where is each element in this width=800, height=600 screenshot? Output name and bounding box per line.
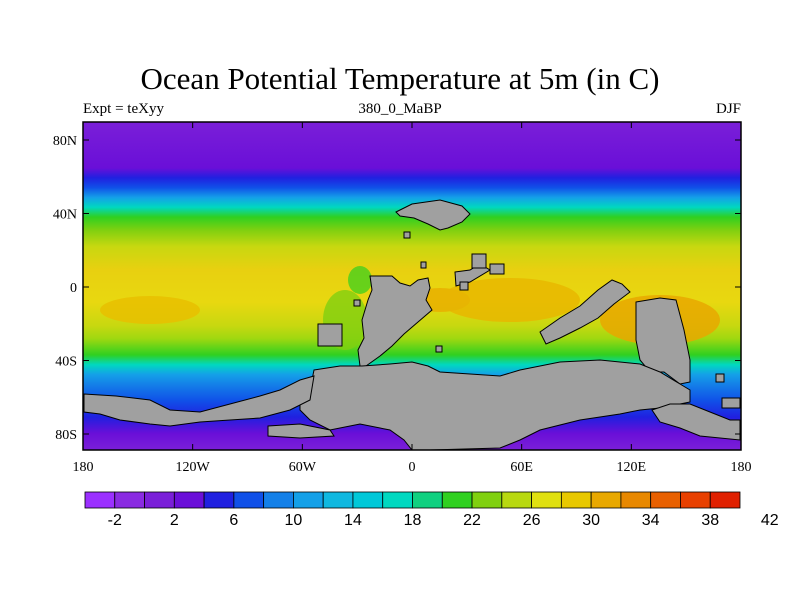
colorbar-swatch — [293, 491, 324, 509]
colorbar-swatch — [114, 491, 145, 509]
y-tick-label: 0 — [70, 281, 77, 296]
land-islet — [403, 231, 411, 239]
colorbar-swatch — [412, 491, 443, 509]
land-islet — [317, 323, 343, 347]
colorbar-swatch — [709, 491, 741, 509]
map-title: Ocean Potential Temperature at 5m (in C) — [140, 61, 660, 96]
colorbar-swatch — [650, 491, 681, 509]
land-gondwana-west — [357, 275, 433, 367]
land-south-east — [651, 403, 741, 441]
experiment-label: Expt = teXyy — [83, 101, 164, 117]
colorbar-swatch — [233, 491, 265, 509]
x-tick-label: 120E — [617, 460, 647, 475]
colorbar-swatch — [531, 491, 562, 509]
colorbar-swatch — [620, 491, 652, 509]
colorbar-swatch — [263, 491, 294, 509]
colorbar-swatch — [203, 491, 235, 509]
colorbar-label: 14 — [344, 512, 362, 529]
y-tick-label: 40S — [55, 355, 77, 370]
colorbar-label: -2 — [108, 512, 122, 529]
colorbar-label: 38 — [701, 512, 719, 529]
x-tick-label: 120W — [176, 460, 211, 475]
colorbar-label: 18 — [404, 512, 422, 529]
colorbar-label: 2 — [170, 512, 179, 529]
colorbar-label: 34 — [642, 512, 660, 529]
colorbar-label: 6 — [229, 512, 238, 529]
land-islet — [489, 263, 505, 275]
land-islet — [459, 281, 469, 291]
x-axis: 180 120W 60W 0 60E 120E 180 — [73, 122, 752, 475]
colorbar-label: 22 — [463, 512, 481, 529]
colorbar-swatch — [560, 491, 592, 509]
colorbar-label: 30 — [582, 512, 600, 529]
land-masses — [83, 199, 741, 451]
y-tick-label: 40N — [53, 208, 77, 223]
x-tick-label: 60W — [289, 460, 317, 475]
period-label: 380_0_MaBP — [358, 101, 442, 117]
land-northern-block — [395, 199, 471, 231]
colorbar-swatch — [173, 491, 205, 509]
season-label: DJF — [715, 101, 741, 117]
colorbar-swatch — [471, 491, 503, 509]
colorbar-swatch — [322, 491, 354, 509]
land-islet — [420, 261, 427, 269]
colorbar-label: 42 — [761, 512, 779, 529]
colorbar-label: 26 — [523, 512, 541, 529]
land-east-peninsula — [539, 279, 631, 345]
colorbar-swatch — [352, 491, 384, 509]
x-tick-label: 60E — [510, 460, 533, 475]
y-axis: 80N 40N 0 40S 80S — [53, 134, 741, 443]
colorbar-swatch — [84, 491, 116, 509]
land-east-block — [635, 297, 691, 385]
colorbar-label: 10 — [285, 512, 303, 529]
colorbar-swatch — [501, 491, 532, 509]
land-islet — [471, 253, 487, 269]
land-south-west — [83, 375, 315, 427]
land-islet — [353, 299, 361, 307]
land-islet — [721, 397, 741, 409]
x-tick-label: 0 — [409, 460, 416, 475]
land-islet — [715, 373, 725, 383]
x-tick-label: 180 — [731, 460, 752, 475]
colorbar-swatch — [590, 491, 622, 509]
land-south-tail — [267, 423, 335, 439]
colorbar-swatch — [382, 491, 413, 509]
land-islet — [435, 345, 443, 353]
colorbar-swatch — [680, 491, 711, 509]
y-tick-label: 80N — [53, 134, 77, 149]
y-tick-label: 80S — [55, 428, 77, 443]
colorbar-swatch — [441, 491, 473, 509]
upwelling-patch-north — [348, 266, 372, 294]
colorbar-swatch — [144, 491, 175, 509]
x-tick-label: 180 — [73, 460, 94, 475]
